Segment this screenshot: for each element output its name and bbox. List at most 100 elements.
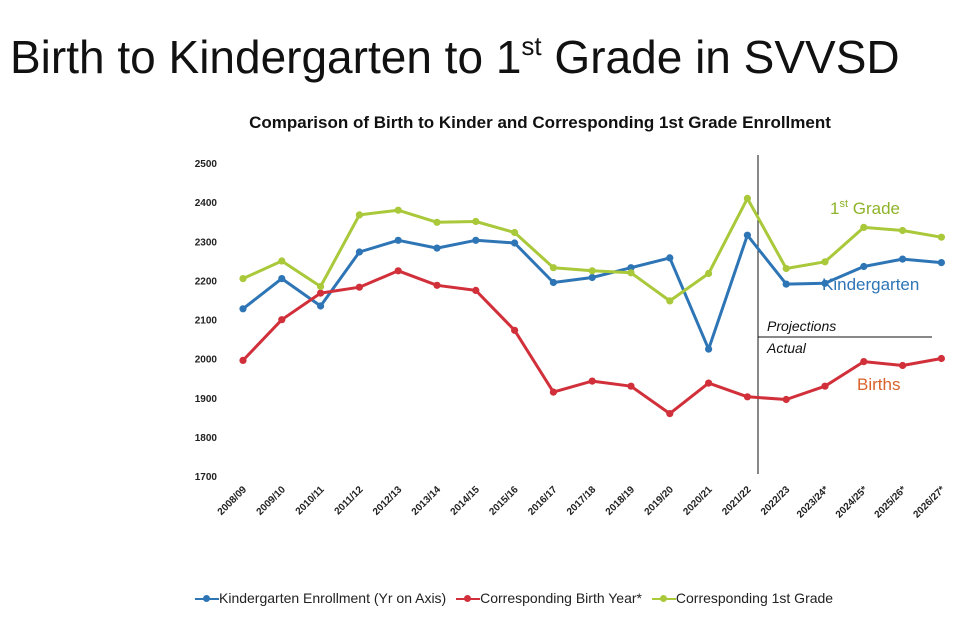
data-point-first-grade: [937, 233, 946, 241]
data-point-kindergarten: [433, 244, 441, 252]
slide-title-main: Birth to Kindergarten to 1: [10, 31, 522, 83]
y-tick-label: 2400: [195, 198, 218, 209]
data-point-births: [588, 377, 596, 385]
data-point-births: [860, 358, 868, 366]
legend-item-births: Corresponding Birth Year*: [456, 590, 642, 606]
y-tick-label: 2300: [195, 237, 218, 248]
legend-label-first-grade: Corresponding 1st Grade: [675, 590, 834, 606]
x-tick-label: 2021/22: [720, 484, 754, 518]
data-point-kindergarten: [355, 248, 363, 256]
data-point-first-grade: [239, 275, 247, 283]
legend-item-kindergarten: Kindergarten Enrollment (Yr on Axis): [195, 590, 446, 606]
data-point-kindergarten: [394, 236, 402, 244]
legend-label-kindergarten: Kindergarten Enrollment (Yr on Axis): [219, 590, 447, 606]
x-tick-label: 2008/09: [216, 484, 250, 518]
data-point-kindergarten: [239, 305, 247, 313]
data-point-births: [705, 379, 713, 387]
slide-title: Birth to Kindergarten to 1st Grade in SV…: [10, 30, 900, 84]
data-point-births: [821, 382, 829, 390]
x-tick-label: 2019/20: [643, 484, 677, 518]
data-point-births: [317, 289, 325, 297]
data-point-kindergarten: [666, 254, 674, 262]
data-point-first-grade: [705, 269, 713, 278]
data-point-births: [666, 410, 674, 418]
x-tick-label: 2016/17: [526, 484, 560, 518]
data-point-births: [472, 286, 480, 294]
y-tick-label: 1800: [195, 433, 218, 444]
data-point-kindergarten: [588, 273, 596, 282]
x-tick-label: 2011/12: [333, 484, 366, 517]
data-point-first-grade: [899, 226, 907, 235]
legend-item-first-grade: Corresponding 1st Grade: [651, 590, 834, 606]
data-point-births: [899, 361, 907, 370]
data-point-kindergarten: [317, 302, 325, 310]
x-tick-label: 2020/21: [681, 484, 715, 518]
data-point-first-grade: [355, 211, 363, 219]
y-tick-label: 2200: [195, 276, 218, 287]
x-tick-label: 2023/24*: [795, 484, 831, 520]
x-tick-label: 2015/16: [487, 484, 521, 518]
x-tick-label: 2018/19: [604, 484, 638, 518]
x-tick-label: 2012/13: [371, 484, 405, 518]
data-point-births: [355, 283, 363, 291]
data-point-kindergarten: [510, 239, 519, 247]
x-tick-label: 2022/23: [759, 484, 793, 518]
slide-title-rest: Grade in SVVSD: [541, 31, 900, 83]
data-point-births: [627, 382, 635, 390]
y-tick-label: 2000: [195, 355, 218, 366]
data-point-first-grade: [821, 258, 829, 266]
legend-label-births: Corresponding Birth Year*: [480, 590, 642, 606]
data-point-kindergarten: [549, 278, 558, 287]
data-point-kindergarten: [743, 231, 752, 239]
legend-swatch-first-grade: [651, 594, 676, 604]
annotation-first-grade: 1st Grade: [830, 198, 900, 218]
data-point-kindergarten: [899, 255, 907, 263]
data-point-births: [549, 388, 558, 396]
data-point-kindergarten: [705, 345, 713, 353]
data-point-births: [433, 281, 441, 289]
series-group: [239, 194, 946, 418]
data-point-births: [278, 316, 286, 324]
x-tick-label: 2010/11: [294, 484, 327, 517]
data-point-births: [937, 354, 946, 363]
data-point-first-grade: [588, 267, 596, 275]
x-tick-label: 2013/14: [410, 484, 444, 518]
x-axis-ticks: 2008/09 2009/10 2010/11 2011/12 2012/13 2013/…: [216, 484, 948, 520]
data-point-first-grade: [782, 264, 790, 273]
data-point-kindergarten: [821, 279, 829, 287]
data-point-first-grade: [860, 223, 868, 231]
y-tick-label: 2500: [195, 159, 218, 170]
data-point-kindergarten: [472, 236, 480, 244]
y-axis-ticks: 1700 1800 1900 2000 2100 2200 2300 2400 2500: [195, 159, 218, 483]
data-point-kindergarten: [860, 262, 868, 271]
data-point-kindergarten: [782, 280, 790, 288]
data-point-kindergarten: [937, 259, 946, 267]
data-point-first-grade: [549, 264, 558, 272]
x-tick-label: 2025/26*: [873, 484, 909, 520]
data-point-first-grade: [394, 206, 402, 214]
y-tick-label: 1700: [195, 472, 218, 483]
annotation-projections: Projections: [767, 318, 836, 334]
annotation-births: Births: [857, 375, 900, 394]
data-point-births: [782, 395, 790, 404]
data-point-first-grade: [472, 217, 480, 226]
x-tick-label: 2024/25*: [834, 484, 870, 520]
legend-swatch-kindergarten: [195, 594, 219, 604]
data-point-first-grade: [433, 218, 441, 226]
chart-legend: Kindergarten Enrollment (Yr on Axis) Cor…: [195, 590, 839, 606]
data-point-kindergarten: [278, 275, 286, 283]
data-point-kindergarten: [627, 264, 635, 272]
annotation-kindergarten: Kindergarten: [822, 275, 919, 294]
data-point-births: [239, 356, 247, 364]
data-point-first-grade: [666, 297, 674, 305]
data-point-first-grade: [510, 228, 519, 237]
data-point-first-grade: [627, 269, 635, 277]
legend-swatch-births: [456, 594, 481, 604]
x-tick-label: 2009/10: [255, 484, 289, 518]
chart-title: Comparison of Birth to Kinder and Corres…: [249, 113, 831, 132]
data-point-births: [743, 393, 752, 401]
data-point-first-grade: [317, 282, 325, 291]
data-point-first-grade: [743, 194, 752, 202]
slide-title-sup: st: [521, 31, 542, 61]
